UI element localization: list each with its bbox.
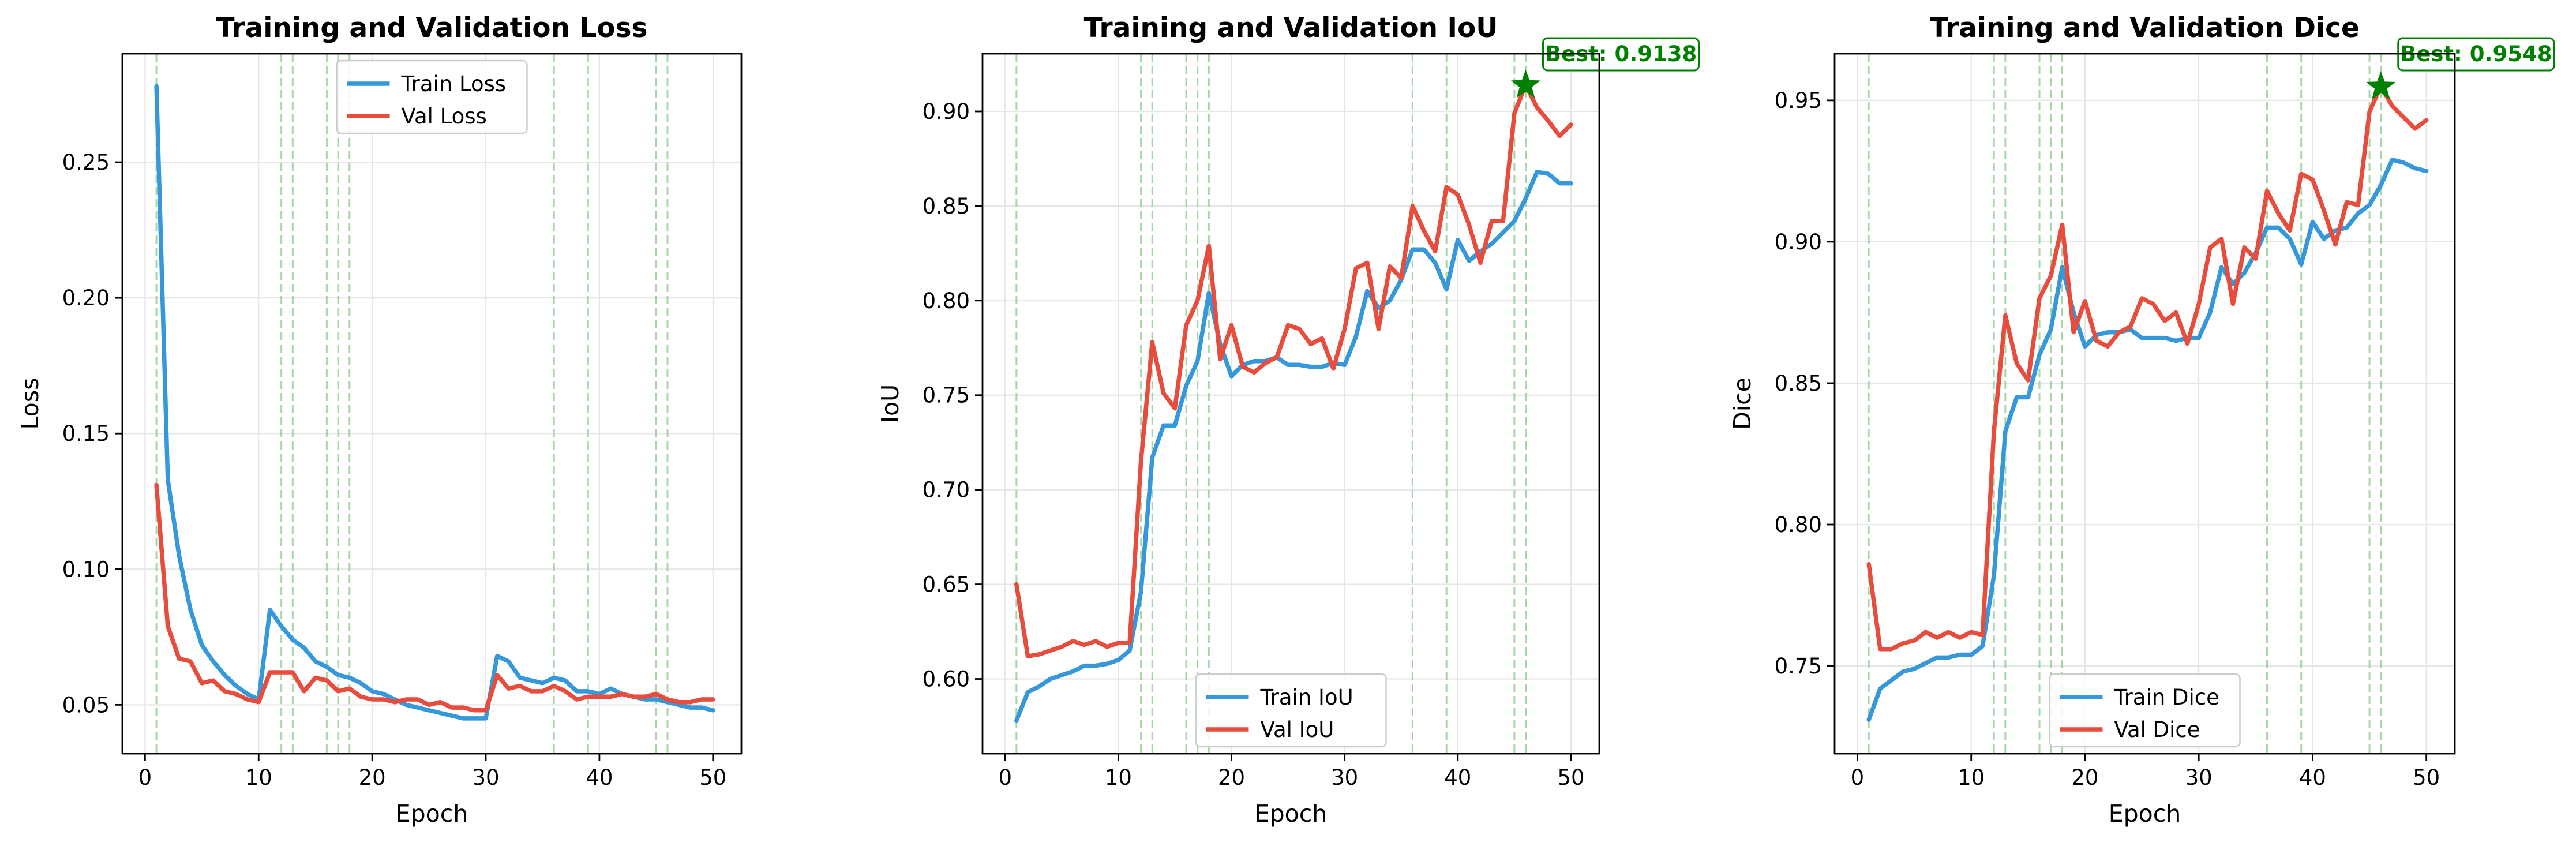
legend-label-0: Train Loss bbox=[401, 72, 507, 96]
x-tick-label-0: 0 bbox=[1851, 765, 1865, 790]
y-tick-label-2: 0.70 bbox=[923, 478, 970, 503]
y-tick-label-1: 0.80 bbox=[1775, 512, 1822, 537]
legend-label-0: Train IoU bbox=[1260, 685, 1353, 710]
y-tick-label-4: 0.80 bbox=[923, 289, 970, 313]
y-tick-label-0: 0.60 bbox=[923, 667, 970, 692]
x-tick-label-2: 20 bbox=[1218, 765, 1245, 790]
x-axis-label: Epoch bbox=[2109, 800, 2181, 828]
y-tick-label-1: 0.65 bbox=[923, 572, 970, 597]
y-tick-label-3: 0.75 bbox=[923, 383, 970, 408]
best-marker-star bbox=[1510, 69, 1541, 98]
chart-title: Training and Validation IoU bbox=[1084, 12, 1498, 44]
legend: Train Loss Val Loss bbox=[336, 59, 528, 134]
axes-frame bbox=[1833, 53, 2456, 755]
x-tick-label-2: 20 bbox=[2071, 765, 2098, 790]
y-tick-label-0: 0.05 bbox=[62, 692, 110, 717]
x-axis-label: Epoch bbox=[1255, 800, 1328, 828]
x-tick-label-3: 30 bbox=[2185, 765, 2213, 790]
x-tick-label-2: 20 bbox=[359, 765, 386, 790]
y-axis-label: Loss bbox=[16, 378, 44, 430]
legend-label-0: Train Dice bbox=[2114, 685, 2219, 710]
legend-label-1: Val Dice bbox=[2114, 717, 2200, 742]
y-axis-label: Dice bbox=[1728, 377, 1756, 430]
y-axis-label: IoU bbox=[876, 384, 904, 423]
x-tick-label-3: 30 bbox=[1331, 765, 1358, 790]
chart-panel-0: 0 10 20 30 40 50 0.05 0.10 0.15 0.20 0.25 Training … bbox=[16, 12, 743, 828]
plot-area bbox=[154, 54, 715, 754]
y-tick-label-6: 0.90 bbox=[923, 99, 970, 124]
plot-area bbox=[1866, 54, 2429, 754]
y-tick-label-4: 0.25 bbox=[62, 150, 110, 175]
y-tick-label-1: 0.10 bbox=[62, 557, 110, 582]
chart-title: Training and Validation Loss bbox=[216, 12, 647, 44]
y-tick-label-2: 0.85 bbox=[1775, 371, 1822, 396]
series-line-1 bbox=[1014, 83, 1573, 658]
x-tick-label-1: 10 bbox=[245, 765, 272, 790]
y-tick-label-4: 0.95 bbox=[1775, 88, 1822, 113]
series-line-0 bbox=[1866, 158, 2429, 722]
plot-area bbox=[1014, 54, 1573, 754]
x-tick-label-4: 40 bbox=[2299, 765, 2326, 790]
legend: Train IoU Val IoU bbox=[1195, 673, 1387, 748]
axes-frame bbox=[981, 53, 1600, 755]
y-tick-label-3: 0.20 bbox=[62, 286, 110, 310]
x-tick-label-1: 10 bbox=[1958, 765, 1985, 790]
x-tick-label-4: 40 bbox=[586, 765, 613, 790]
x-tick-label-5: 50 bbox=[1557, 765, 1584, 790]
x-tick-label-0: 0 bbox=[138, 765, 152, 790]
y-tick-label-0: 0.75 bbox=[1775, 654, 1822, 679]
legend: Train Dice Val Dice bbox=[2049, 673, 2241, 748]
series-line-1 bbox=[154, 482, 715, 713]
x-tick-label-5: 50 bbox=[2413, 765, 2440, 790]
chart-title: Training and Validation Dice bbox=[1930, 12, 2360, 44]
x-axis-label: Epoch bbox=[396, 800, 468, 828]
x-tick-label-3: 30 bbox=[472, 765, 499, 790]
series-line-1 bbox=[1866, 84, 2429, 652]
y-tick-label-2: 0.15 bbox=[62, 421, 110, 446]
x-tick-label-4: 40 bbox=[1444, 765, 1471, 790]
y-tick-label-3: 0.90 bbox=[1775, 230, 1822, 254]
y-tick-label-5: 0.85 bbox=[923, 194, 970, 219]
x-tick-label-5: 50 bbox=[699, 765, 726, 790]
axes-frame bbox=[121, 53, 743, 755]
x-tick-label-0: 0 bbox=[998, 765, 1012, 790]
best-marker-star bbox=[2366, 71, 2396, 100]
legend-label-1: Val IoU bbox=[1261, 717, 1334, 742]
x-tick-label-1: 10 bbox=[1105, 765, 1132, 790]
legend-label-1: Val Loss bbox=[402, 104, 487, 129]
